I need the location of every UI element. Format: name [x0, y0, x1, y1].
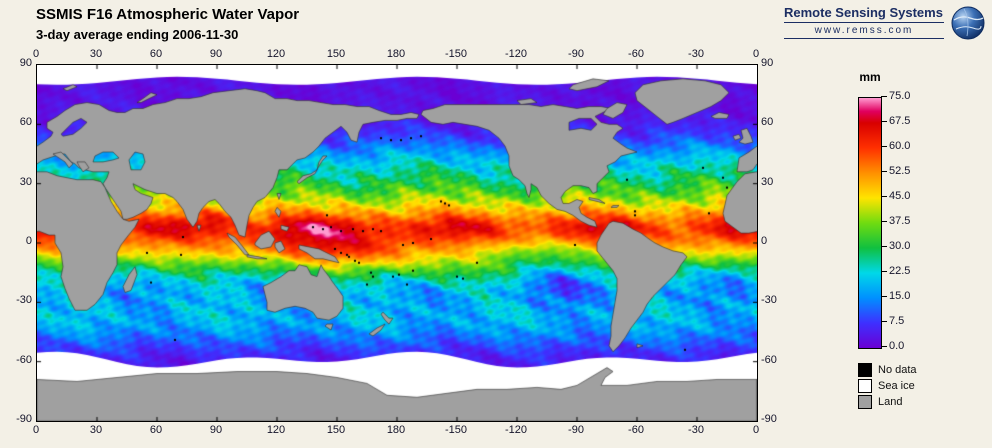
lat-tick-label: 30 [19, 176, 32, 188]
lon-tick-label: -150 [444, 48, 468, 60]
lon-tick-label: 0 [32, 424, 40, 436]
lon-tick-label: -90 [568, 48, 584, 60]
lat-tick-label: 60 [761, 116, 774, 128]
colorbar-tick-label: 60.0 [881, 140, 923, 152]
lon-tick-label: 60 [149, 48, 163, 60]
lon-tick-label: 60 [149, 424, 163, 436]
colorbar-tick-label: 0.0 [881, 340, 923, 352]
lat-tick-label: -60 [761, 354, 777, 366]
lat-tick-label: -30 [16, 294, 32, 306]
lon-tick-label: 180 [386, 424, 406, 436]
brand-rule-top [784, 22, 944, 23]
lat-tick-label: 0 [25, 235, 32, 247]
lon-tick-label: 0 [752, 424, 760, 436]
lat-tick-label: 30 [761, 176, 774, 188]
lat-tick-label: 0 [761, 235, 768, 247]
colorbar-tick-label: 75.0 [881, 90, 923, 102]
page-title: SSMIS F16 Atmospheric Water Vapor [36, 6, 300, 23]
lat-tick-label: -90 [16, 413, 32, 425]
lon-tick-label: -30 [688, 48, 704, 60]
colorbar-unit-label: mm [859, 70, 881, 84]
lon-tick-label: 90 [209, 48, 223, 60]
colorbar-tick-label: 30.0 [881, 240, 923, 252]
lon-tick-label: -30 [688, 424, 704, 436]
colorbar-tick-label: 7.5 [881, 315, 923, 327]
lon-tick-label: 120 [266, 48, 286, 60]
lon-tick-label: 30 [89, 48, 103, 60]
lon-tick-label: 180 [386, 48, 406, 60]
colorbar-tick-label: 22.5 [881, 265, 923, 277]
colorbar-gradient [858, 97, 882, 349]
lon-tick-label: 0 [32, 48, 40, 60]
lon-tick-label: -120 [504, 48, 528, 60]
brand-name: Remote Sensing Systems [784, 5, 943, 20]
lat-tick-label: -30 [761, 294, 777, 306]
branding-block: Remote Sensing Systems www.remss.com [784, 5, 986, 41]
lon-tick-label: 30 [89, 424, 103, 436]
legend-row-land: Land [858, 394, 917, 410]
page-subtitle: 3-day average ending 2006-11-30 [36, 27, 239, 42]
legend-label: Land [878, 396, 903, 408]
lon-tick-label: -120 [504, 424, 528, 436]
lat-tick-label: -60 [16, 354, 32, 366]
lon-tick-label: 150 [326, 48, 346, 60]
lon-tick-label: 120 [266, 424, 286, 436]
lon-tick-label: -60 [628, 424, 644, 436]
lat-tick-label: 90 [19, 57, 32, 69]
lat-tick-label: -90 [761, 413, 777, 425]
lon-tick-label: -60 [628, 48, 644, 60]
brand-rule-bottom [784, 38, 944, 39]
legend-row-no-data: No data [858, 362, 917, 378]
colorbar-tick-label: 37.5 [881, 215, 923, 227]
legend-label: Sea ice [878, 380, 915, 392]
lon-tick-label: 150 [326, 424, 346, 436]
lon-tick-label: -90 [568, 424, 584, 436]
map-legend: No data Sea ice Land [858, 362, 917, 410]
brand-url-link[interactable]: www.remss.com [814, 25, 914, 36]
water-vapor-map [36, 64, 758, 422]
lon-tick-label: 0 [752, 48, 760, 60]
lon-tick-label: -150 [444, 424, 468, 436]
lat-tick-label: 60 [19, 116, 32, 128]
lat-tick-label: 90 [761, 57, 774, 69]
colorbar-tick-label: 52.5 [881, 165, 923, 177]
legend-row-sea-ice: Sea ice [858, 378, 917, 394]
no-data-swatch [858, 363, 872, 377]
colorbar-tick-label: 67.5 [881, 115, 923, 127]
globe-logo-icon [951, 6, 985, 40]
colorbar-tick-label: 45.0 [881, 190, 923, 202]
sea-ice-swatch [858, 379, 872, 393]
land-swatch [858, 395, 872, 409]
branding-text: Remote Sensing Systems www.remss.com [784, 5, 944, 41]
lon-tick-label: 90 [209, 424, 223, 436]
legend-label: No data [878, 364, 917, 376]
colorbar-tick-label: 15.0 [881, 290, 923, 302]
